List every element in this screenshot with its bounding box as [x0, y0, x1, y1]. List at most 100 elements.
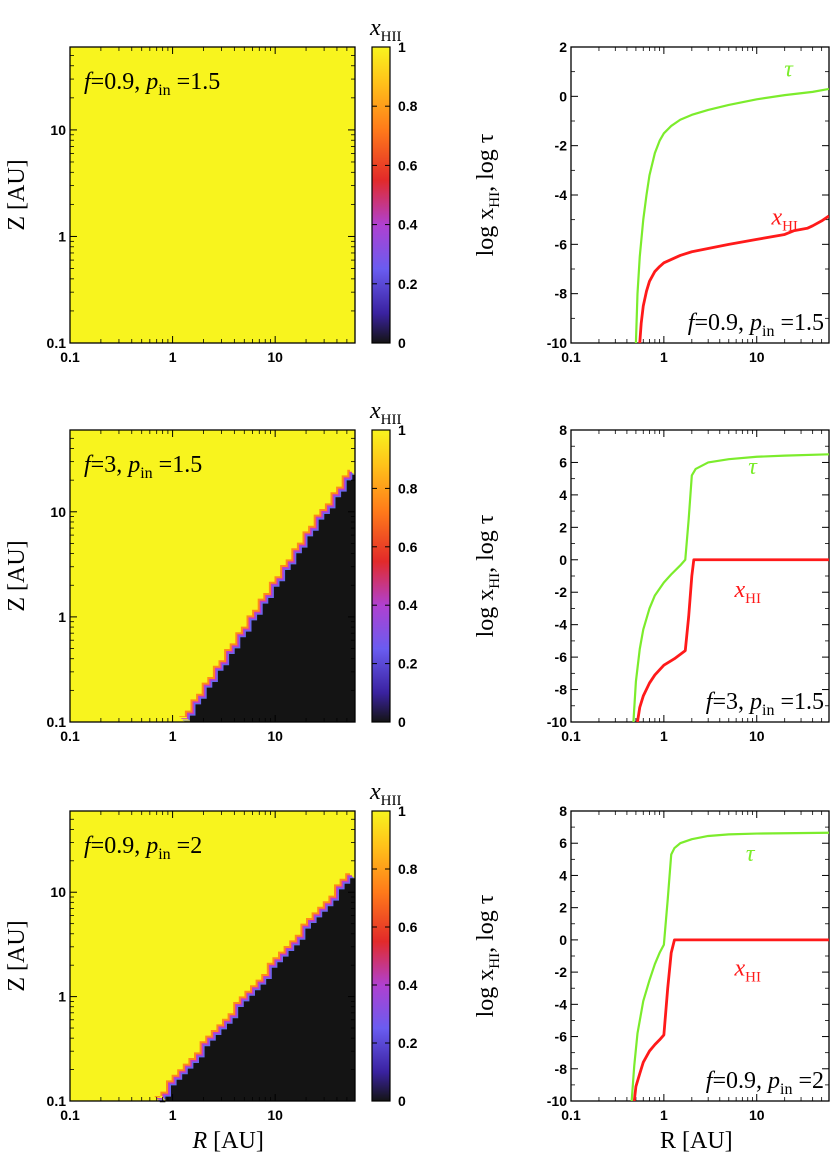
- colorbar-tick-label: 0.8: [398, 98, 418, 114]
- panel-left-top: 0.10.1 1 1 10 10 f=0.9, pin =1.5 Z [AU] 1 0.8 0.6…: [4, 15, 418, 365]
- y-tick-label: 0: [559, 932, 567, 948]
- x-tick-label: 10: [749, 349, 765, 365]
- y-tick-label: 8: [559, 803, 567, 819]
- colorbar-label: xHII: [369, 15, 401, 45]
- series-label-xhi: xHI: [733, 955, 760, 985]
- series-label-xhi: xHI: [733, 577, 760, 607]
- y-tick-label: -6: [555, 649, 568, 665]
- colorbar-tick-label: 1: [398, 803, 406, 819]
- colorbar-label: xHII: [369, 398, 401, 428]
- y-tick-label: 10: [50, 884, 66, 900]
- colorbar: [371, 429, 391, 723]
- y-tick-label: 2: [559, 39, 567, 55]
- x-tick-label: 1: [169, 1107, 177, 1123]
- y-tick-label: 10: [50, 122, 66, 138]
- plot-frame: [69, 429, 356, 723]
- y-tick-label: 0: [559, 88, 567, 104]
- series-label-tau: τ: [748, 454, 758, 480]
- panel-annotation: f=0.9, pin =1.5: [688, 310, 824, 340]
- colorbar-tick-label: 0: [398, 1093, 406, 1109]
- y-tick-label: -4: [555, 187, 568, 203]
- x-tick-label: 10: [267, 1107, 283, 1123]
- colorbar-tick-label: 1: [398, 39, 406, 55]
- colorbar-label: xHII: [369, 779, 401, 809]
- series-line-tau: [632, 453, 829, 722]
- x-tick-label: 0.1: [60, 1107, 80, 1123]
- x-tick-label: 0.1: [60, 728, 80, 744]
- y-tick-label: -10: [547, 714, 567, 730]
- colorbar-tick-label: 0.2: [398, 1035, 418, 1051]
- x-tick-label: 1: [660, 349, 668, 365]
- x-tick-label: 1: [660, 728, 668, 744]
- y-tick-label: -8: [555, 682, 568, 698]
- x-tick-label: 0.1: [561, 728, 581, 744]
- panel-right-middle: 0.1 1 10 8 6 4 2 0 -2 -4 -6 -8 -10 τ xHI f=3, pin =1.5 l…: [473, 422, 830, 744]
- x-tick-label: 10: [749, 728, 765, 744]
- plot-frame: [69, 810, 356, 1102]
- colorbar-tick-label: 0.6: [398, 539, 418, 555]
- y-tick-label: 2: [559, 900, 567, 916]
- y-tick-label: -6: [555, 236, 568, 252]
- y-tick-label: 0.1: [47, 714, 67, 730]
- y-tick-label: -4: [555, 996, 568, 1012]
- y-axis-label: Z [AU]: [4, 540, 30, 611]
- x-tick-label: 0.1: [561, 1107, 581, 1123]
- colorbar-tick-label: 0.4: [398, 597, 418, 613]
- panel-annotation: f=0.9, pin =1.5: [84, 69, 220, 99]
- x-tick-label: 1: [169, 349, 177, 365]
- panel-left-bottom: 0.10.1 1 1 10 10 f=0.9, pin =2 Z [AU] R [AU] 1 0.…: [4, 779, 418, 1154]
- plot-frame: [570, 810, 830, 1102]
- series-line-xhi: [636, 558, 829, 722]
- y-tick-label: 4: [559, 867, 567, 883]
- y-tick-label: 1: [58, 989, 66, 1005]
- y-tick-label: -8: [555, 286, 568, 302]
- panel-left-middle: 0.10.1 1 1 10 10 f=3, pin =1.5 Z [AU] 1 0.8 0.6 0.…: [4, 398, 418, 744]
- y-tick-label: -10: [547, 1093, 567, 1109]
- y-tick-label: 2: [559, 519, 567, 535]
- plot-frame: [570, 429, 830, 723]
- ionized-region: [70, 47, 355, 343]
- y-axis-label: Z [AU]: [4, 159, 30, 230]
- x-axis-label: R [AU]: [192, 1128, 264, 1154]
- y-tick-label: -2: [555, 584, 568, 600]
- x-tick-label: 0.1: [561, 349, 581, 365]
- series-line-tau: [630, 831, 829, 1101]
- panel-right-bottom: 0.1 1 10 8 6 4 2 0 -2 -4 -6 -8 -10 τ xHI f=0.9, pin =2 l…: [473, 803, 830, 1154]
- y-tick-label: 1: [58, 228, 66, 244]
- x-tick-label: 0.1: [60, 349, 80, 365]
- x-tick-label: 10: [749, 1107, 765, 1123]
- panel-annotation: f=0.9, pin =2: [84, 833, 202, 863]
- colorbar-tick-label: 0.6: [398, 919, 418, 935]
- y-tick-label: -8: [555, 1061, 568, 1077]
- y-tick-label: 6: [559, 454, 567, 470]
- y-tick-label: 8: [559, 422, 567, 438]
- y-tick-label: -2: [555, 964, 568, 980]
- y-tick-label: 0.1: [47, 1093, 67, 1109]
- x-axis-label: R [AU]: [660, 1128, 733, 1154]
- series-label-tau: τ: [784, 57, 794, 83]
- plot-frame: [570, 46, 830, 344]
- neutral-region: [159, 878, 355, 1103]
- series-line-xhi: [632, 938, 829, 1101]
- y-tick-label: 10: [50, 504, 66, 520]
- panel-annotation: f=0.9, pin =2: [706, 1068, 824, 1098]
- colorbar-tick-label: 0.8: [398, 861, 418, 877]
- series-label-tau: τ: [746, 841, 756, 867]
- y-tick-label: 1: [58, 609, 66, 625]
- x-tick-label: 10: [267, 728, 283, 744]
- colorbar-tick-label: 0.4: [398, 977, 418, 993]
- plot-frame: [69, 46, 356, 344]
- y-axis-label: log xHI, log τ: [473, 133, 503, 256]
- x-tick-label: 1: [169, 728, 177, 744]
- series-line-tau: [634, 87, 829, 343]
- colorbar-tick-label: 0.2: [398, 656, 418, 672]
- colorbar-tick-label: 0: [398, 714, 406, 730]
- colorbar-tick-label: 0.2: [398, 276, 418, 292]
- y-tick-label: 6: [559, 835, 567, 851]
- panel-annotation: f=3, pin =1.5: [84, 452, 202, 482]
- y-tick-label: 4: [559, 487, 567, 503]
- y-tick-label: 0.1: [47, 335, 67, 351]
- y-tick-label: -2: [555, 138, 568, 154]
- series-line-xhi: [638, 214, 829, 343]
